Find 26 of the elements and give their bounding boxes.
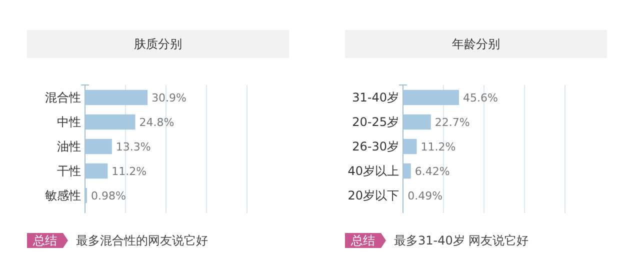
y-tick-label: 40岁以上 bbox=[348, 164, 399, 178]
chart-title: 肤质分别 bbox=[134, 37, 182, 52]
text: 最多31-40岁 网友说它好 bbox=[394, 234, 529, 248]
data-label: 22.7% bbox=[434, 116, 470, 129]
data-label: 0.98% bbox=[90, 189, 126, 202]
y-tick-label: 31-40岁 bbox=[352, 90, 399, 105]
data-label: 11.2% bbox=[112, 164, 147, 178]
text: 最多混合性的网友说它好 bbox=[76, 234, 208, 248]
text: 总结 bbox=[350, 234, 375, 248]
text: 总结 bbox=[32, 234, 57, 248]
data-label: 0.49% bbox=[408, 189, 443, 202]
data-label: 30.9% bbox=[152, 91, 187, 104]
y-tick-label: 中性 bbox=[57, 115, 81, 130]
data-label: 11.2% bbox=[420, 140, 456, 154]
data-label: 13.3% bbox=[116, 140, 151, 154]
y-tick-label: 20岁以下 bbox=[348, 188, 399, 203]
data-label: 6.42% bbox=[414, 164, 450, 178]
chart-title: 年龄分别 bbox=[452, 37, 500, 52]
data-label: 24.8% bbox=[139, 116, 174, 129]
y-tick-label: 混合性 bbox=[45, 90, 81, 105]
y-tick-label: 干性 bbox=[57, 164, 81, 178]
y-tick-label: 敏感性 bbox=[45, 188, 81, 203]
y-tick-label: 20-25岁 bbox=[352, 115, 399, 130]
y-tick-label: 26-30岁 bbox=[352, 140, 399, 154]
data-label: 45.6% bbox=[462, 91, 498, 104]
y-tick-label: 油性 bbox=[57, 140, 81, 154]
